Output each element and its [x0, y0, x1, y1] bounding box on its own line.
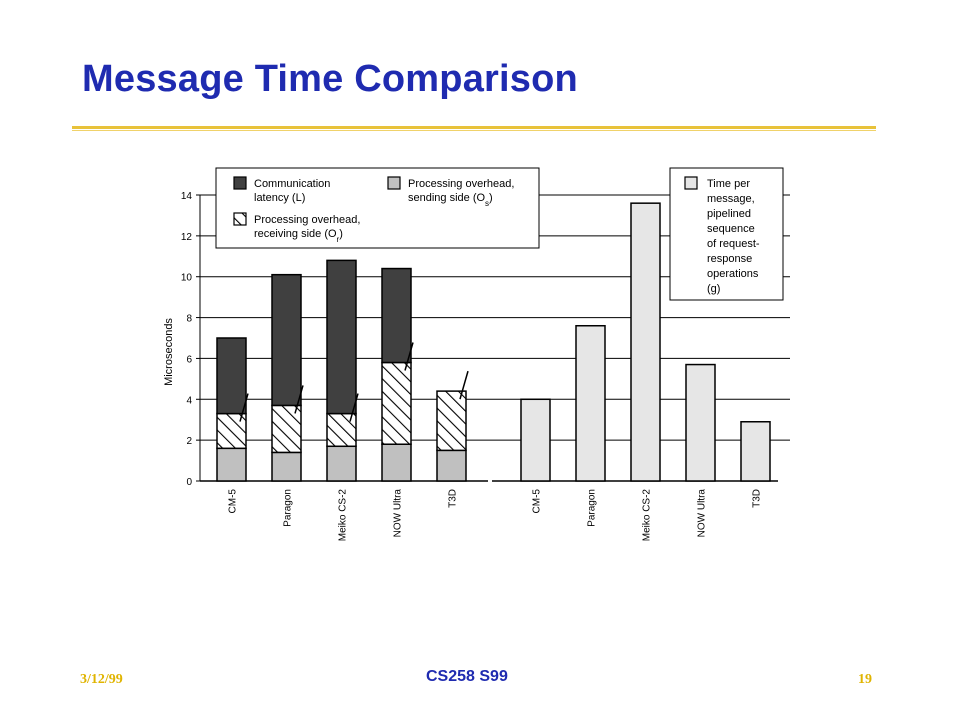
legend-label-2-line1: Processing overhead,: [254, 214, 360, 226]
x-tick-label-right-0: CM-5: [532, 489, 543, 514]
bar-paragon-series-2: [271, 273, 302, 407]
bars: [216, 202, 771, 482]
legend-swatch-2: [233, 212, 247, 226]
bar-now-ultra-series-1: [381, 361, 412, 445]
legend-right-line-2: pipelined: [707, 208, 751, 220]
hatch-tail: [404, 342, 414, 371]
y-tick-label-12: 12: [181, 232, 193, 243]
x-tick-label-left-2: Meiko CS-2: [338, 489, 349, 542]
y-tick-label-4: 4: [186, 395, 192, 406]
bar-now-ultra-series-2: [381, 267, 412, 364]
bar-t3d-series-1: [436, 390, 467, 452]
bar-now-ultra-series-0: [381, 443, 412, 482]
y-tick-label-6: 6: [186, 354, 192, 365]
y-tick-label-8: 8: [186, 314, 192, 325]
y-axis-label: Microseconds: [163, 318, 175, 386]
legend-label-2-line2: receiving side (Or): [254, 228, 343, 244]
bar-right-t3d: [740, 421, 771, 482]
x-tick-label-right-3: NOW Ultra: [697, 489, 708, 538]
bar-paragon-series-1: [271, 404, 302, 454]
bar-right-paragon: [575, 324, 606, 482]
title-rule: [72, 126, 876, 129]
bar-right-now-ultra: [685, 363, 716, 482]
x-tick-label-right-1: Paragon: [587, 489, 598, 527]
message-time-chart: 0 2 4 6 8 10 12 14 CM-5 Paragon Meiko CS-2 NOW Ult…: [163, 167, 790, 542]
page-number: 19: [858, 672, 872, 687]
hatch-tail: [239, 393, 249, 422]
legend-right-swatch: [684, 176, 698, 190]
hatch-tail: [349, 393, 359, 422]
legend-right-line-5: response: [707, 253, 752, 265]
legend-label-0-line1: Communication: [254, 178, 330, 190]
legend-right-box: [669, 167, 784, 301]
legend-right-line-3: sequence: [707, 223, 755, 235]
hatch-tail: [294, 385, 304, 414]
bar-cm-5-series-0: [216, 447, 247, 482]
legend-right-line-4: of request-: [707, 238, 760, 250]
footer-course: CS258 S99: [426, 668, 508, 685]
legend-right-line-6: operations: [707, 268, 759, 280]
legend-swatch-1: [387, 176, 401, 190]
x-tick-label-left-4: T3D: [448, 489, 459, 508]
legend-right-line-0: Time per: [707, 178, 750, 190]
title-rule-shadow: [72, 130, 876, 131]
bar-right-meiko-cs-2: [630, 202, 661, 482]
hatch-tail: [459, 370, 469, 400]
x-tick-label-left-1: Paragon: [283, 489, 294, 527]
legend-label-0-line2: latency (L): [254, 192, 305, 204]
bar-t3d-series-0: [436, 449, 467, 482]
bar-cm-5-series-2: [216, 337, 247, 415]
legend-left-box: [215, 167, 540, 249]
y-tick-label-2: 2: [186, 436, 192, 447]
bar-cm-5-series-1: [216, 412, 247, 450]
x-tick-labels: CM-5 Paragon Meiko CS-2 NOW Ultra T3D CM-5 Par…: [228, 489, 763, 542]
x-tick-label-right-2: Meiko CS-2: [642, 489, 653, 542]
bar-right-cm-5: [520, 398, 551, 482]
x-tick-label-left-3: NOW Ultra: [393, 489, 404, 538]
legend-right-line-7: (g): [707, 283, 720, 295]
footer-date: 3/12/99: [80, 672, 123, 687]
bar-paragon-series-0: [271, 451, 302, 482]
bar-meiko-cs-2-series-2: [326, 259, 357, 415]
legend-swatch-0: [233, 176, 247, 190]
legend-label-1-line1: Processing overhead,: [408, 178, 514, 190]
y-tick-label-14: 14: [181, 191, 193, 202]
legend-right-line-1: message,: [707, 193, 755, 205]
legends: Communication latency (L) Processing overh…: [215, 167, 784, 301]
y-tick-label-10: 10: [181, 273, 193, 284]
legend-label-1-line2: sending side (Os): [408, 192, 493, 208]
bar-meiko-cs-2-series-0: [326, 445, 357, 482]
x-tick-label-right-4: T3D: [752, 489, 763, 508]
slide-title: Message Time Comparison: [82, 58, 578, 100]
y-tick-label-0: 0: [186, 477, 192, 488]
x-tick-label-left-0: CM-5: [228, 489, 239, 514]
